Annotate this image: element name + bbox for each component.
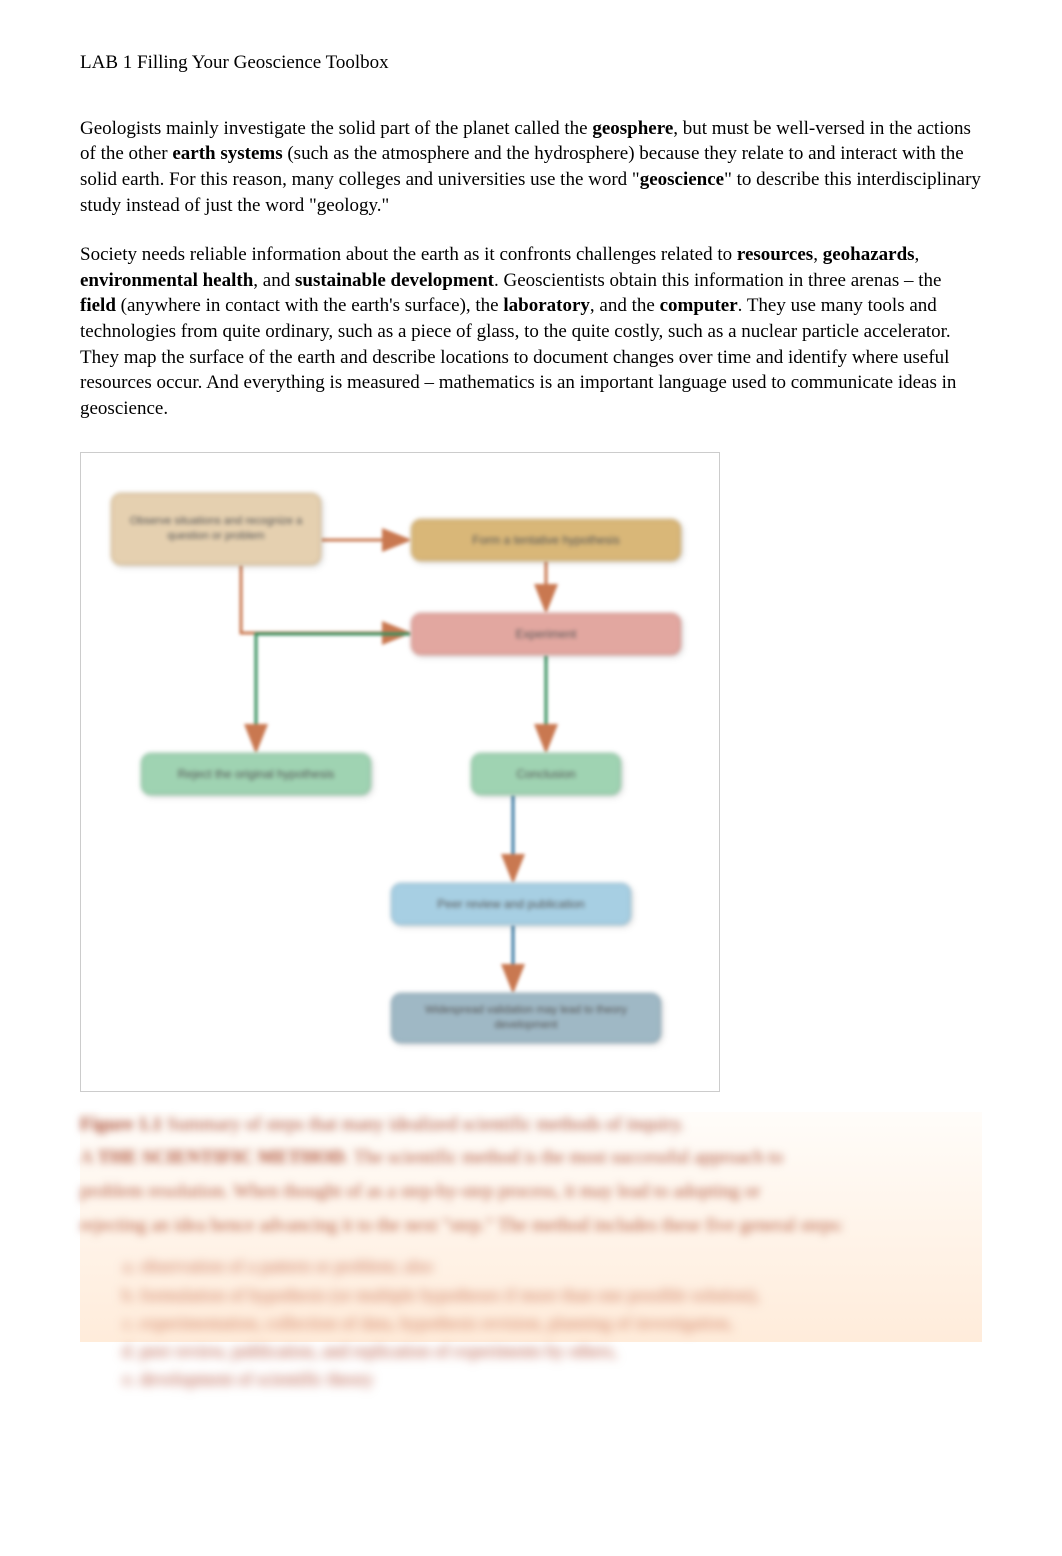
flowchart-node-theory: Widespread validation may lead to theory…	[391, 993, 661, 1043]
bold-scientific-method: THE SCIENTIFIC METHOD	[97, 1147, 344, 1168]
flowchart-node-conclusion: Conclusion	[471, 753, 621, 795]
text: . Geoscientists obtain this information …	[494, 270, 941, 291]
text: ,	[915, 244, 920, 265]
text: , and the	[590, 295, 660, 316]
figure-label: Figure 1.1	[80, 1114, 162, 1135]
flowchart-node-experiment: Experiment	[411, 613, 681, 655]
bold-geosphere: geosphere	[592, 118, 673, 139]
bold-earth-systems: earth systems	[172, 143, 282, 164]
bold-resources: resources	[737, 244, 813, 265]
text: (anywhere in contact with the earth's su…	[116, 295, 503, 316]
bold-sustainable: sustainable development	[295, 270, 494, 291]
text: ,	[813, 244, 823, 265]
paragraph-2: Society needs reliable information about…	[80, 242, 982, 421]
page-header: LAB 1 Filling Your Geoscience Toolbox	[80, 50, 982, 76]
text: . The scientific method is the most succ…	[344, 1147, 783, 1168]
text: , and	[253, 270, 295, 291]
figure-text: Summary of steps that many idealized sci…	[162, 1114, 685, 1135]
bold-env-health: environmental health	[80, 270, 253, 291]
flowchart-diagram: Observe situations and recognize a quest…	[80, 452, 720, 1092]
paragraph-1: Geologists mainly investigate the solid …	[80, 116, 982, 219]
flowchart-node-peer-review: Peer review and publication	[391, 883, 631, 925]
bold-geohazards: geohazards	[823, 244, 915, 265]
list-item: peer review, publication, and replicatio…	[140, 1339, 982, 1363]
figure-caption: Figure 1.1 Summary of steps that many id…	[80, 1112, 982, 1138]
caption-para-line-1: A THE SCIENTIFIC METHOD. The scientific …	[80, 1145, 982, 1171]
caption-area: Figure 1.1 Summary of steps that many id…	[80, 1112, 982, 1392]
caption-para-line-3: rejecting an idea hence advancing it to …	[80, 1213, 982, 1239]
text: Geologists mainly investigate the solid …	[80, 118, 592, 139]
caption-para-line-2: problem resolution. When thought of as a…	[80, 1179, 982, 1205]
list-item: development of scientific theory	[140, 1367, 982, 1391]
list-item: formulation of hypothesis (or multiple h…	[140, 1283, 982, 1307]
flowchart-node-form-hypothesis: Form a tentative hypothesis	[411, 519, 681, 561]
bold-computer: computer	[660, 295, 738, 316]
text: Society needs reliable information about…	[80, 244, 737, 265]
bold-field: field	[80, 295, 116, 316]
bold-laboratory: laboratory	[503, 295, 590, 316]
steps-list: observation of a pattern or problem; als…	[80, 1254, 982, 1391]
flowchart-node-reject: Reject the original hypothesis	[141, 753, 371, 795]
list-item: experimentation, collection of data, hyp…	[140, 1311, 982, 1335]
list-item: observation of a pattern or problem; als…	[140, 1254, 982, 1278]
bold-geoscience: geoscience	[640, 169, 724, 190]
text: A	[80, 1147, 97, 1168]
flowchart-node-observe: Observe situations and recognize a quest…	[111, 493, 321, 565]
